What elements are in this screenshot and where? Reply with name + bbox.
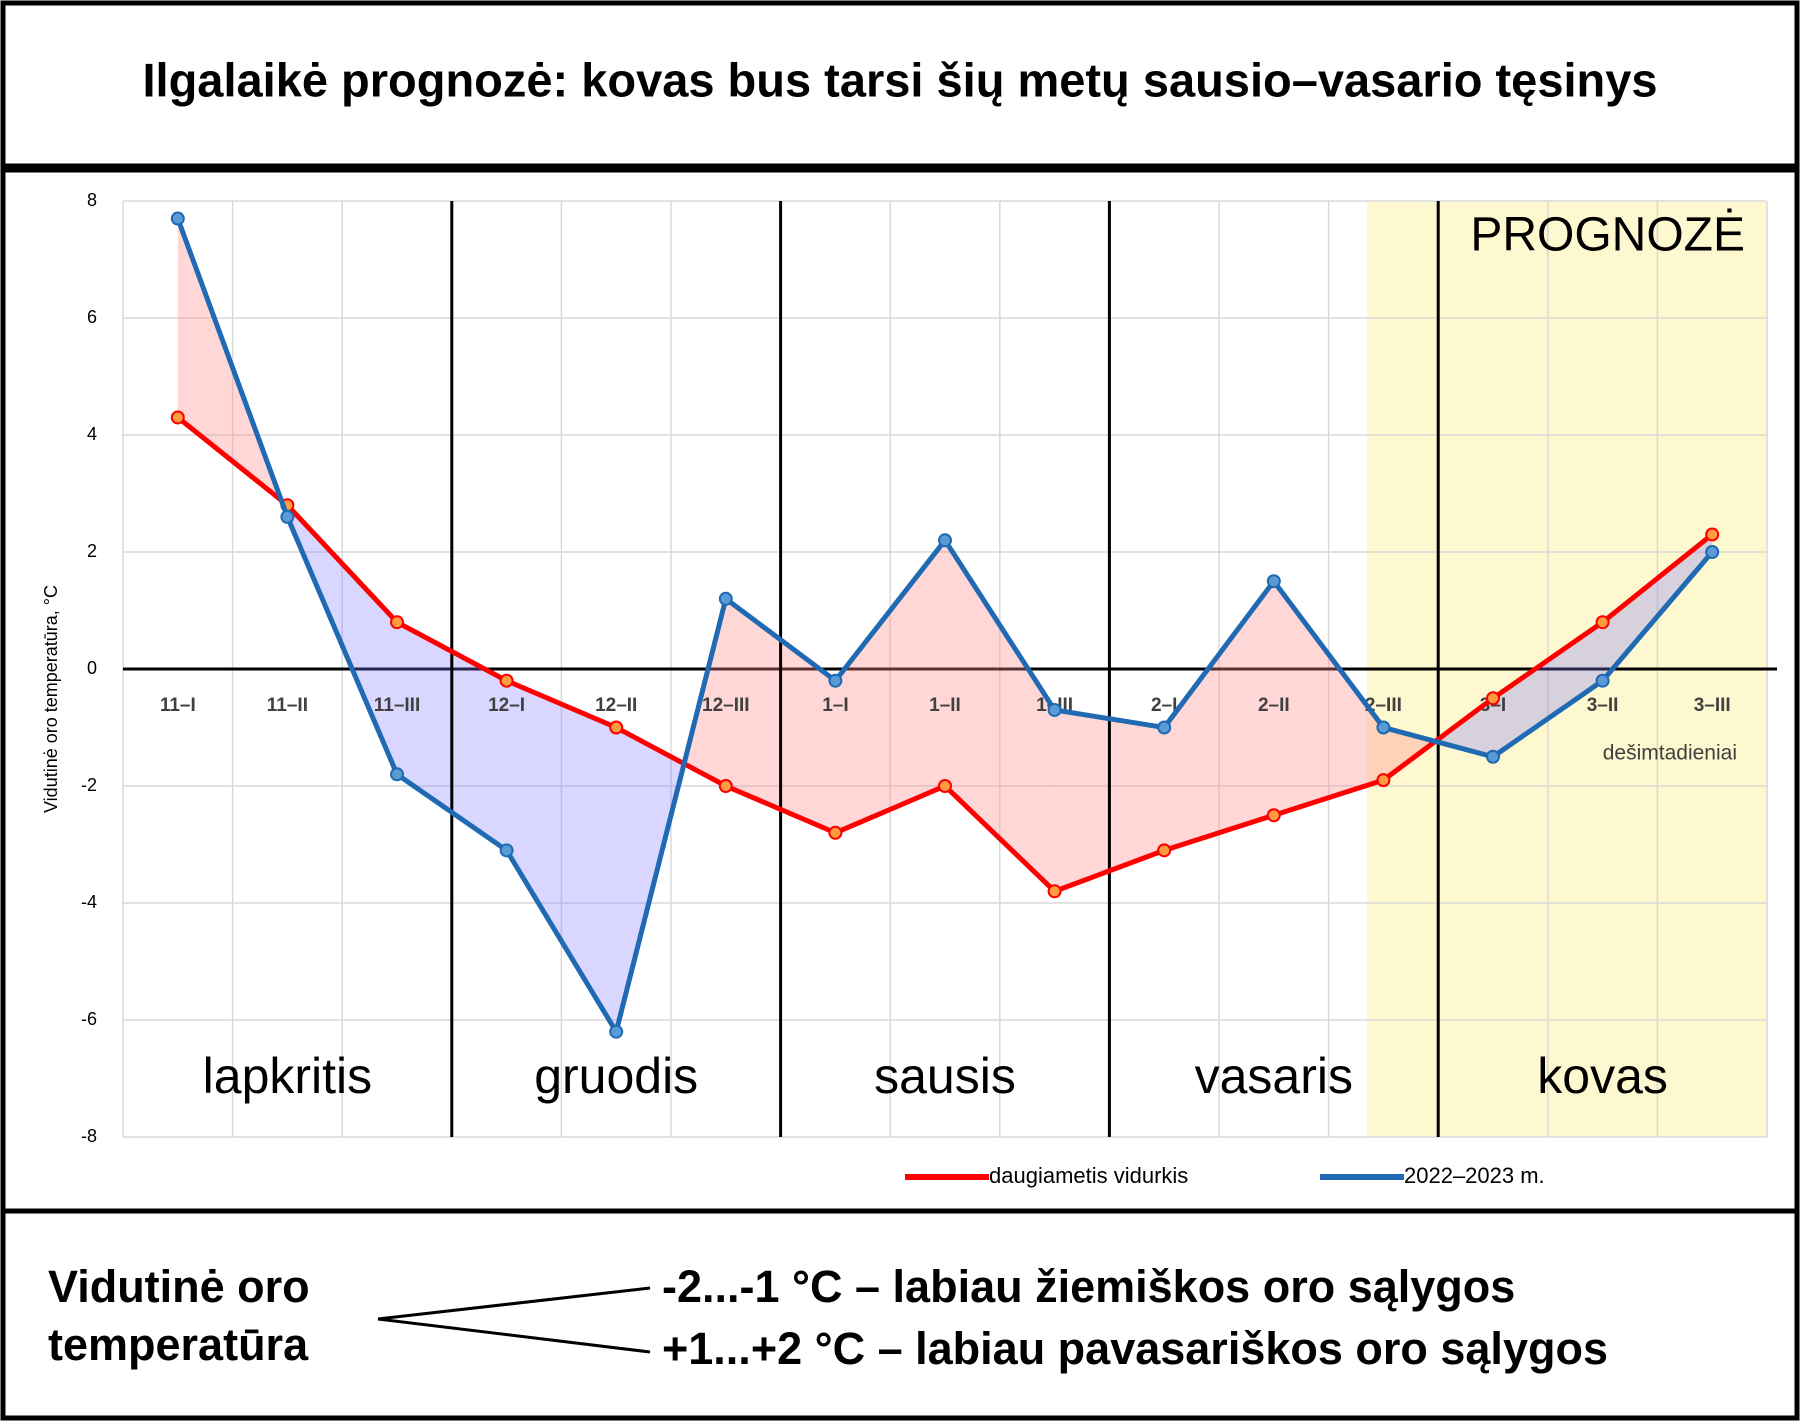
y-tick-label: 6 xyxy=(87,307,97,327)
data-point xyxy=(1486,691,1500,706)
x-tick-label: 2–I xyxy=(1151,695,1177,716)
data-point xyxy=(828,825,843,840)
x-tick-label: 3–III xyxy=(1694,695,1731,716)
footer-item: -2...-1 °C – labiau žiemiškos oro sąlygo… xyxy=(662,1261,1515,1312)
y-tick-label: 2 xyxy=(87,541,97,561)
footer-label-line: temperatūra xyxy=(48,1319,309,1370)
data-point xyxy=(718,591,733,606)
x-tick-label: 11–I xyxy=(160,695,196,716)
forecast-label: PROGNOZĖ xyxy=(1470,209,1745,262)
difference-fill xyxy=(1493,622,1603,757)
period-label: gruodis xyxy=(534,1048,698,1104)
difference-fill xyxy=(1602,534,1713,681)
footer-label-line: Vidutinė oro xyxy=(48,1261,310,1312)
data-point xyxy=(499,673,514,688)
data-point xyxy=(390,767,404,782)
y-tick-label: 8 xyxy=(87,190,97,210)
footer-box xyxy=(0,1208,1800,1421)
x-tick-label: 1–I xyxy=(822,695,848,716)
x-tick-label: 11–II xyxy=(267,695,308,716)
footer-label: Vidutinė oro temperatūra xyxy=(48,1261,310,1370)
y-tick-label: -6 xyxy=(81,1009,97,1029)
x-tick-label: 2–III xyxy=(1365,695,1402,716)
y-tick-label: -4 xyxy=(81,892,97,912)
data-point xyxy=(1705,545,1720,559)
data-point xyxy=(1266,808,1281,823)
footer-item: +1...+2 °C – labiau pavasariškos oro sąl… xyxy=(662,1323,1608,1374)
x-tick-label: 12–II xyxy=(595,695,637,716)
difference-fill xyxy=(506,680,617,1032)
data-point xyxy=(1705,527,1720,542)
data-point xyxy=(1047,884,1062,899)
x-axis-label: dešimtadieniai xyxy=(1603,742,1737,765)
data-point xyxy=(938,533,952,548)
data-point xyxy=(1157,843,1172,858)
connector xyxy=(377,1286,651,1354)
x-tick-label: 11–III xyxy=(374,695,421,716)
data-point xyxy=(828,673,843,688)
data-point xyxy=(499,843,514,858)
data-point xyxy=(609,1024,624,1039)
data-point xyxy=(280,509,295,524)
data-point xyxy=(1376,720,1391,735)
x-tick-label: 1–II xyxy=(929,695,961,716)
data-point xyxy=(1047,702,1062,717)
data-point xyxy=(1266,574,1281,589)
difference-fill xyxy=(945,540,1055,892)
data-point xyxy=(609,720,624,735)
x-tick-label: 12–III xyxy=(702,695,750,716)
y-tick-label: 0 xyxy=(87,658,97,678)
difference-fill xyxy=(835,540,945,833)
x-tick-label: 2–II xyxy=(1258,695,1290,716)
data-point xyxy=(1486,749,1500,764)
plot: -8 -6 -4 -2 0 2 4 6 8 lapkritis gruodis sausis vasar… xyxy=(41,190,1777,1188)
y-tick-label: -2 xyxy=(81,775,97,795)
y-tick-label: 4 xyxy=(87,424,97,444)
period-label: sausis xyxy=(874,1048,1016,1104)
data-point xyxy=(170,410,185,425)
data-point xyxy=(390,615,404,630)
difference-fill xyxy=(1164,581,1274,851)
y-axis-label: Vidutinė oro temperatūra, °C xyxy=(41,585,61,813)
title-box xyxy=(0,0,1800,169)
data-point xyxy=(1157,720,1172,735)
difference-fill xyxy=(1383,727,1436,781)
data-point xyxy=(170,211,185,226)
difference-fill xyxy=(1273,581,1384,816)
data-point xyxy=(718,779,733,793)
x-tick-label: 3–II xyxy=(1587,695,1619,716)
chart-title: Ilgalaikė prognozė: kovas bus tarsi šių … xyxy=(142,53,1657,106)
period-label: vasaris xyxy=(1195,1048,1353,1104)
data-point xyxy=(1595,615,1610,630)
legend-label: daugiametis vidurkis xyxy=(989,1163,1188,1188)
difference-fill xyxy=(1435,698,1493,757)
x-tick-label: 12–I xyxy=(488,695,525,716)
period-label: lapkritis xyxy=(203,1048,372,1104)
data-point xyxy=(1376,773,1391,788)
legend-label: 2022–2023 m. xyxy=(1404,1163,1545,1188)
data-point xyxy=(1595,673,1610,688)
data-point xyxy=(938,779,952,793)
period-label: kovas xyxy=(1537,1048,1668,1104)
y-tick-label: -8 xyxy=(81,1126,97,1146)
